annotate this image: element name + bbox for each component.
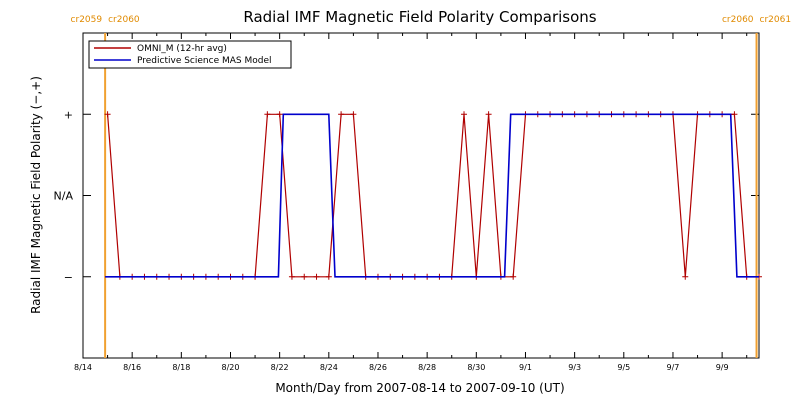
data-point [276, 111, 283, 118]
data-point [461, 111, 468, 118]
data-point [288, 273, 295, 280]
y-axis-ticks: + N/A − [54, 108, 759, 284]
carrington-label-after: cr2060 [108, 15, 140, 25]
x-tick-label: 8/20 [222, 363, 240, 372]
series-line-omni [107, 113, 759, 278]
carrington-label-before: cr2060 [722, 15, 754, 25]
y-tick-label: + [64, 108, 73, 121]
carrington-markers: cr2059 cr2060 cr2060 cr2061 [71, 15, 792, 358]
data-point [301, 273, 308, 280]
data-point [485, 111, 492, 118]
x-tick-label: 9/5 [617, 363, 630, 372]
carrington-label-after: cr2061 [760, 15, 792, 25]
data-point [350, 111, 357, 118]
series-line-mas [105, 113, 759, 278]
legend-box [88, 40, 292, 69]
x-tick-label: 8/26 [369, 363, 387, 372]
data-point [264, 111, 271, 118]
x-tick-label: 8/18 [172, 363, 190, 372]
legend-label-mas: Predictive Science MAS Model [137, 56, 272, 66]
x-tick-label: 8/16 [123, 363, 141, 372]
x-tick-label: 8/22 [271, 363, 289, 372]
x-tick-label: 9/7 [667, 363, 680, 372]
y-tick-label: − [64, 271, 73, 284]
plot-frame [82, 32, 760, 359]
data-point [325, 273, 332, 280]
x-tick-label: 8/30 [467, 363, 485, 372]
data-point [682, 273, 689, 280]
y-tick-label: N/A [54, 190, 74, 203]
legend-label-omni: OMNI_M (12-hr avg) [137, 44, 227, 54]
x-tick-label: 8/28 [418, 363, 436, 372]
x-tick-label: 9/3 [568, 363, 581, 372]
legend: OMNI_M (12-hr avg) Predictive Science MA… [88, 40, 292, 69]
y-axis-label: Radial IMF Magnetic Field Polarity (−,+) [29, 76, 43, 314]
chart-title: Radial IMF Magnetic Field Polarity Compa… [243, 8, 596, 26]
data-point [338, 111, 345, 118]
data-point [731, 111, 738, 118]
x-axis-label: Month/Day from 2007-08-14 to 2007-09-10 … [275, 381, 564, 395]
x-tick-label: 9/1 [519, 363, 532, 372]
x-tick-label: 8/14 [74, 363, 92, 372]
data-point [313, 273, 320, 280]
series-layer [104, 111, 762, 280]
data-point [104, 111, 111, 118]
x-axis-ticks: 8/14 8/16 8/18 8/20 8/22 8/24 8/26 8/28 8/30 9/1 9… [74, 33, 748, 372]
carrington-label-before: cr2059 [71, 15, 103, 25]
data-point [510, 273, 517, 280]
x-tick-label: 9/9 [716, 363, 729, 372]
x-tick-label: 8/24 [320, 363, 338, 372]
